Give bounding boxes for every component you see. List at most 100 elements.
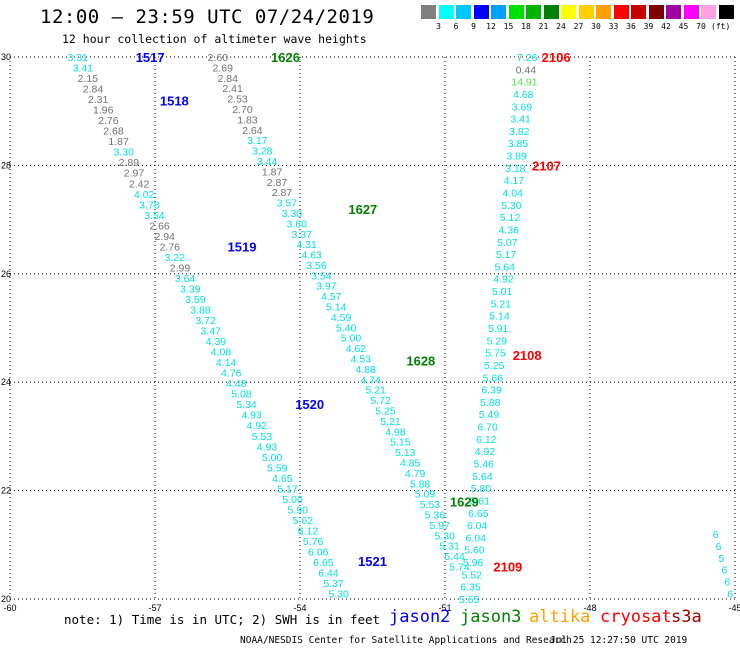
wave-height-value: 3.54 xyxy=(311,270,332,282)
wave-height-value: 5.53 xyxy=(420,499,441,511)
color-swatch xyxy=(578,5,594,19)
wave-height-value: 2.69 xyxy=(213,62,234,74)
wave-height-value: 5.00 xyxy=(282,494,303,506)
wave-height-value: 4.92 xyxy=(247,420,268,432)
y-tick-label: 28 xyxy=(1,160,11,170)
color-scale-label: 30 xyxy=(591,22,601,31)
wave-height-value: 2.15 xyxy=(78,73,99,85)
wave-height-value: 2.60 xyxy=(208,52,229,64)
wave-height-value: 5.65 xyxy=(459,594,480,606)
color-swatch xyxy=(456,5,471,19)
wave-height-value: 1.83 xyxy=(237,114,258,126)
wave-height-value: 4.98 xyxy=(385,426,406,438)
color-scale-label: 45 xyxy=(678,22,689,31)
wave-height-value: 4.59 xyxy=(331,312,352,324)
wave-height-value: 4.65 xyxy=(272,473,293,485)
color-swatch xyxy=(508,5,524,19)
wave-height-value: 3.31 xyxy=(67,52,88,64)
wave-height-value: 4.17 xyxy=(504,175,525,187)
color-swatch xyxy=(561,5,576,19)
color-scale-label: 18 xyxy=(521,22,531,31)
wave-height-value: 3.47 xyxy=(201,326,222,338)
color-scale-label: 6 xyxy=(453,22,459,31)
wave-height-value: 3.59 xyxy=(185,294,206,306)
legend-entry-cryosat: cryosat xyxy=(600,607,672,627)
wave-height-value: 5.14 xyxy=(326,302,347,314)
wave-height-value: 4.04 xyxy=(502,188,523,200)
color-swatch xyxy=(491,5,506,19)
color-swatch xyxy=(631,5,646,19)
wave-height-value: 4.88 xyxy=(356,364,377,376)
wave-height-value: 5.30 xyxy=(328,589,349,601)
wave-height-value: 3.60 xyxy=(287,218,308,230)
wave-height-value: 5.40 xyxy=(336,322,357,334)
wave-height-value: 2.64 xyxy=(242,125,263,137)
wave-height-value: 4.48 xyxy=(226,378,247,390)
wave-height-value: 3.56 xyxy=(306,260,327,272)
wave-height-value: 5.91 xyxy=(488,323,509,335)
color-scale-label: 70 xyxy=(696,22,706,31)
color-swatch xyxy=(648,5,664,19)
wave-height-value: 5.46 xyxy=(473,459,494,471)
color-swatch xyxy=(543,5,559,19)
wave-height-value: 5.13 xyxy=(395,447,416,459)
x-tick-label: -60 xyxy=(3,603,16,613)
wave-height-value: 5.49 xyxy=(479,409,500,421)
wave-height-value: 4.92 xyxy=(493,274,514,286)
legend-entry-jason2: jason2 xyxy=(389,607,451,627)
wave-height-value: 6.12 xyxy=(476,434,497,446)
wave-height-value: 5.72 xyxy=(370,395,391,407)
legend-entry-altika: altika xyxy=(529,607,591,627)
wave-height-value: 6 xyxy=(713,529,719,541)
wave-height-value: 2.66 xyxy=(149,220,170,232)
wave-height-value: 5.96 xyxy=(463,557,484,569)
wave-height-value: 3.85 xyxy=(508,138,529,150)
wave-height-value: 2.42 xyxy=(129,178,150,190)
wave-height-value: 3.44 xyxy=(257,156,278,168)
y-tick-label: 30 xyxy=(1,52,11,62)
wave-height-value: 3.41 xyxy=(73,63,94,75)
wave-height-value: 3.54 xyxy=(144,210,165,222)
wave-height-value: 4.31 xyxy=(296,239,317,251)
wave-height-value: 3.17 xyxy=(247,135,268,147)
wave-height-value: 4.76 xyxy=(221,368,242,380)
wave-height-value: 5.00 xyxy=(262,452,283,464)
wave-height-value: 5.29 xyxy=(487,335,508,347)
pass-label: 1517 xyxy=(136,50,165,65)
wave-height-value: 6.65 xyxy=(313,557,334,569)
pass-label: 1627 xyxy=(348,202,377,217)
y-tick-label: 22 xyxy=(1,486,11,496)
wave-height-value: 5.15 xyxy=(390,437,411,449)
color-swatch xyxy=(473,5,489,19)
wave-height-value: 4.02 xyxy=(134,189,155,201)
color-swatch xyxy=(438,5,454,19)
wave-height-value: 1.87 xyxy=(108,136,129,148)
wave-height-value: 5 xyxy=(719,553,725,565)
wave-height-value: 6.04 xyxy=(466,532,487,544)
wave-height-value: 5.21 xyxy=(491,298,512,310)
wave-height-value: 3.37 xyxy=(291,229,312,241)
color-swatch xyxy=(526,5,541,19)
wave-height-value: 6.35 xyxy=(460,582,481,594)
color-scale-label: 15 xyxy=(503,22,514,31)
wave-height-value: 2.84 xyxy=(83,84,104,96)
wave-height-value: 5.09 xyxy=(415,489,436,501)
pass-label: 1626 xyxy=(271,50,300,65)
wave-height-value: 6.39 xyxy=(481,385,502,397)
wave-height-value: 4.79 xyxy=(405,468,426,480)
color-scale-label: 21 xyxy=(538,22,549,31)
wave-height-value: 5.36 xyxy=(425,509,446,521)
wave-height-value: 3.39 xyxy=(180,283,201,295)
wave-height-value: 4.63 xyxy=(301,250,322,262)
wave-height-value: 2.84 xyxy=(217,73,238,85)
wave-height-value: 4.93 xyxy=(257,441,278,453)
wave-height-value: 5.30 xyxy=(501,200,522,212)
y-tick-label: 24 xyxy=(1,377,11,387)
wave-height-value: 5.25 xyxy=(484,360,505,372)
y-tick-label: 20 xyxy=(1,594,11,604)
wave-height-value: 6 xyxy=(724,577,730,589)
wave-height-value: 4.62 xyxy=(346,343,367,355)
wave-height-value: 5.44 xyxy=(444,551,465,563)
wave-height-value: 5.17 xyxy=(496,249,517,261)
